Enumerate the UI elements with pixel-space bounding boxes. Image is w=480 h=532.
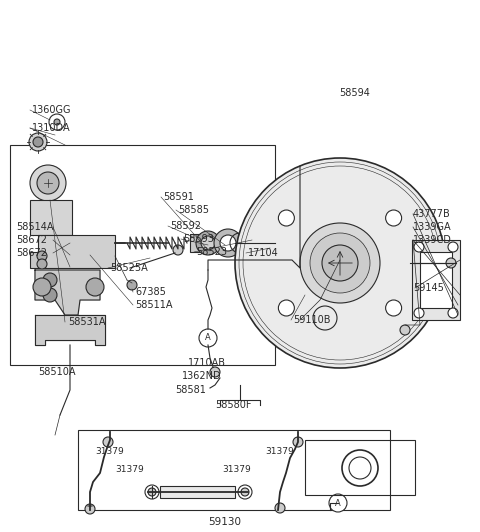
Polygon shape <box>35 315 105 345</box>
Text: 1710AB: 1710AB <box>188 358 226 368</box>
Text: 58523: 58523 <box>196 247 227 257</box>
Circle shape <box>278 300 294 316</box>
Text: 58591: 58591 <box>163 192 194 202</box>
Text: 58531A: 58531A <box>68 317 106 327</box>
Circle shape <box>349 457 371 479</box>
Circle shape <box>196 231 220 255</box>
Text: 67385: 67385 <box>135 287 166 297</box>
Text: 17104: 17104 <box>248 248 279 258</box>
Circle shape <box>400 325 410 335</box>
Circle shape <box>199 329 217 347</box>
Circle shape <box>220 235 236 251</box>
Circle shape <box>385 210 402 226</box>
Text: 59145: 59145 <box>413 283 444 293</box>
Circle shape <box>33 278 51 296</box>
Circle shape <box>414 242 424 252</box>
Text: 43777B: 43777B <box>413 209 451 219</box>
Polygon shape <box>35 270 100 315</box>
Bar <box>78 430 390 510</box>
Circle shape <box>241 488 249 496</box>
Circle shape <box>43 273 57 287</box>
Bar <box>160 486 235 498</box>
Text: 1362ND: 1362ND <box>182 371 222 381</box>
Circle shape <box>127 280 137 290</box>
Circle shape <box>293 437 303 447</box>
Circle shape <box>448 242 458 252</box>
Text: 58585: 58585 <box>178 205 209 215</box>
Circle shape <box>37 172 59 194</box>
Bar <box>38 235 115 268</box>
Circle shape <box>103 437 113 447</box>
Text: 59110B: 59110B <box>293 315 331 325</box>
Bar <box>420 252 452 308</box>
Circle shape <box>235 158 445 368</box>
Bar <box>412 240 460 320</box>
Circle shape <box>54 119 60 125</box>
Text: 59130: 59130 <box>208 517 241 527</box>
Text: 58580F: 58580F <box>215 400 252 410</box>
Text: 31379: 31379 <box>265 446 294 455</box>
Circle shape <box>414 308 424 318</box>
Circle shape <box>30 165 66 201</box>
Bar <box>190 234 202 252</box>
Circle shape <box>448 308 458 318</box>
Circle shape <box>37 251 47 261</box>
Text: 1360GG: 1360GG <box>32 105 72 115</box>
Circle shape <box>29 133 47 151</box>
Text: 58511A: 58511A <box>135 300 172 310</box>
Text: 58672: 58672 <box>16 248 47 258</box>
Bar <box>30 252 45 268</box>
Text: 1310DA: 1310DA <box>32 123 71 133</box>
Text: 1339GA: 1339GA <box>413 222 452 232</box>
Text: 58593: 58593 <box>183 234 214 244</box>
Circle shape <box>278 210 294 226</box>
Text: 58514A: 58514A <box>16 222 53 232</box>
Text: 31379: 31379 <box>222 466 251 475</box>
Text: 58672: 58672 <box>16 235 47 245</box>
Circle shape <box>85 504 95 514</box>
Circle shape <box>33 137 43 147</box>
Text: 58525A: 58525A <box>110 263 148 273</box>
Text: A: A <box>335 498 341 508</box>
Text: 58510A: 58510A <box>38 367 75 377</box>
Bar <box>30 200 72 235</box>
Text: 31379: 31379 <box>95 446 124 455</box>
Circle shape <box>446 258 456 268</box>
Text: 58581: 58581 <box>175 385 206 395</box>
Circle shape <box>329 494 347 512</box>
Circle shape <box>148 488 156 496</box>
Text: 58592: 58592 <box>170 221 201 231</box>
Circle shape <box>214 229 242 257</box>
Circle shape <box>300 223 380 303</box>
Circle shape <box>43 288 57 302</box>
Text: 1339CD: 1339CD <box>413 235 452 245</box>
Bar <box>10 145 275 365</box>
Circle shape <box>310 233 370 293</box>
Circle shape <box>275 503 285 513</box>
Text: 58594: 58594 <box>339 88 371 98</box>
Circle shape <box>210 367 220 377</box>
Text: A: A <box>205 334 211 343</box>
Circle shape <box>201 236 215 250</box>
Circle shape <box>322 245 358 281</box>
Circle shape <box>86 278 104 296</box>
Circle shape <box>37 259 47 269</box>
Circle shape <box>173 245 183 255</box>
Bar <box>305 440 415 495</box>
Text: 31379: 31379 <box>115 466 144 475</box>
Circle shape <box>385 300 402 316</box>
